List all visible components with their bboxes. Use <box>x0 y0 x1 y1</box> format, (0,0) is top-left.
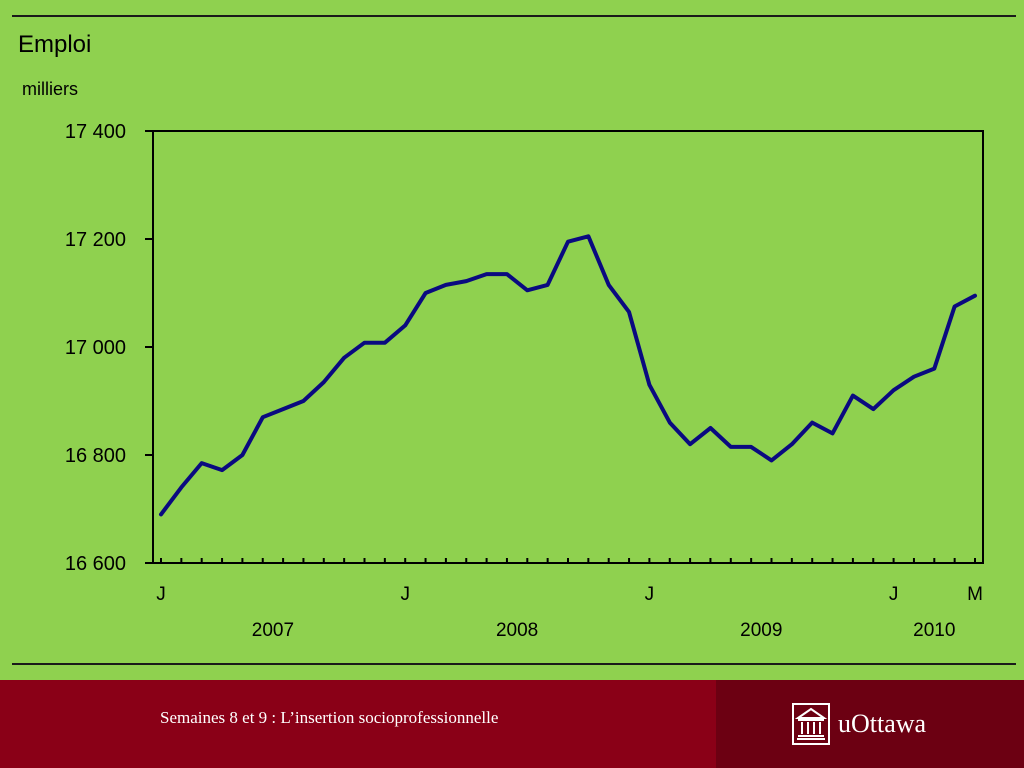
data-point <box>586 234 590 238</box>
data-point <box>953 304 957 309</box>
data-point <box>464 279 468 283</box>
footer-caption: Semaines 8 et 9 : L’insertion socioprofe… <box>160 708 499 727</box>
x-month-label: J <box>156 584 166 605</box>
data-point <box>505 272 509 276</box>
data-point <box>383 341 387 345</box>
y-tick-label: 16 800 <box>65 445 126 467</box>
x-month-label: J <box>645 584 655 605</box>
y-tick-label: 17 200 <box>65 229 126 251</box>
footer-bar: Semaines 8 et 9 : L’insertion socioprofe… <box>0 680 1024 768</box>
x-year-label: 2009 <box>740 620 782 641</box>
data-point <box>301 399 306 403</box>
data-point <box>627 310 631 314</box>
data-point <box>281 407 285 411</box>
logo-wordmark: uOttawa <box>838 709 927 738</box>
data-point <box>423 291 428 295</box>
data-point <box>749 445 753 449</box>
footer-logo-panel <box>716 680 1024 768</box>
data-point <box>607 283 611 287</box>
data-point <box>322 380 326 384</box>
y-tick-label: 17 400 <box>65 121 126 143</box>
data-point <box>444 283 448 287</box>
data-point <box>240 453 244 457</box>
top-rule <box>12 15 1016 17</box>
chart-title: Emploi <box>18 31 91 58</box>
x-month-label: M <box>967 584 983 605</box>
data-point <box>566 240 570 244</box>
x-year-label: 2007 <box>252 620 294 641</box>
data-point <box>403 323 407 327</box>
series-line-employment <box>159 234 977 517</box>
data-point <box>179 485 183 489</box>
data-point <box>362 341 367 345</box>
y-tick-label: 16 600 <box>65 553 126 575</box>
data-point <box>200 461 204 465</box>
university-building-icon <box>792 703 830 745</box>
y-axis: 17 400 17 200 17 000 16 800 16 600 <box>65 121 153 575</box>
data-point <box>485 272 489 276</box>
data-point <box>525 288 529 292</box>
data-point <box>668 421 672 425</box>
plot-frame <box>152 130 984 564</box>
employment-chart: Emploi milliers 17 400 17 200 17 000 16 800… <box>18 31 984 641</box>
data-point <box>261 415 265 419</box>
data-point <box>851 394 855 398</box>
x-year-label: 2008 <box>496 620 538 641</box>
y-tick-label: 17 000 <box>65 337 126 359</box>
data-point <box>810 421 814 425</box>
uottawa-logo: uOttawa <box>792 702 926 746</box>
data-point <box>973 294 977 298</box>
data-point <box>912 375 916 379</box>
y-axis-unit-label: milliers <box>22 79 78 99</box>
x-year-label: 2010 <box>913 620 955 641</box>
data-point <box>932 367 936 371</box>
x-month-label: J <box>889 584 899 605</box>
data-point <box>647 383 652 387</box>
data-point <box>342 356 346 360</box>
series-layer <box>159 234 977 517</box>
data-point <box>729 445 733 449</box>
bottom-rule <box>12 663 1016 665</box>
data-point <box>769 458 774 462</box>
data-point <box>790 442 794 446</box>
data-point <box>159 512 163 517</box>
x-axis <box>160 558 976 563</box>
data-point <box>892 388 896 392</box>
x-month-label: J <box>400 584 410 605</box>
data-point <box>871 407 875 411</box>
data-point <box>830 431 835 435</box>
x-axis-year-labels: 2007 2008 2009 2010 <box>252 620 956 641</box>
data-point <box>220 468 224 472</box>
data-point <box>688 442 692 446</box>
data-point <box>546 283 550 287</box>
data-point <box>708 426 713 430</box>
slide-area: Emploi milliers 17 400 17 200 17 000 16 800… <box>12 15 1016 665</box>
